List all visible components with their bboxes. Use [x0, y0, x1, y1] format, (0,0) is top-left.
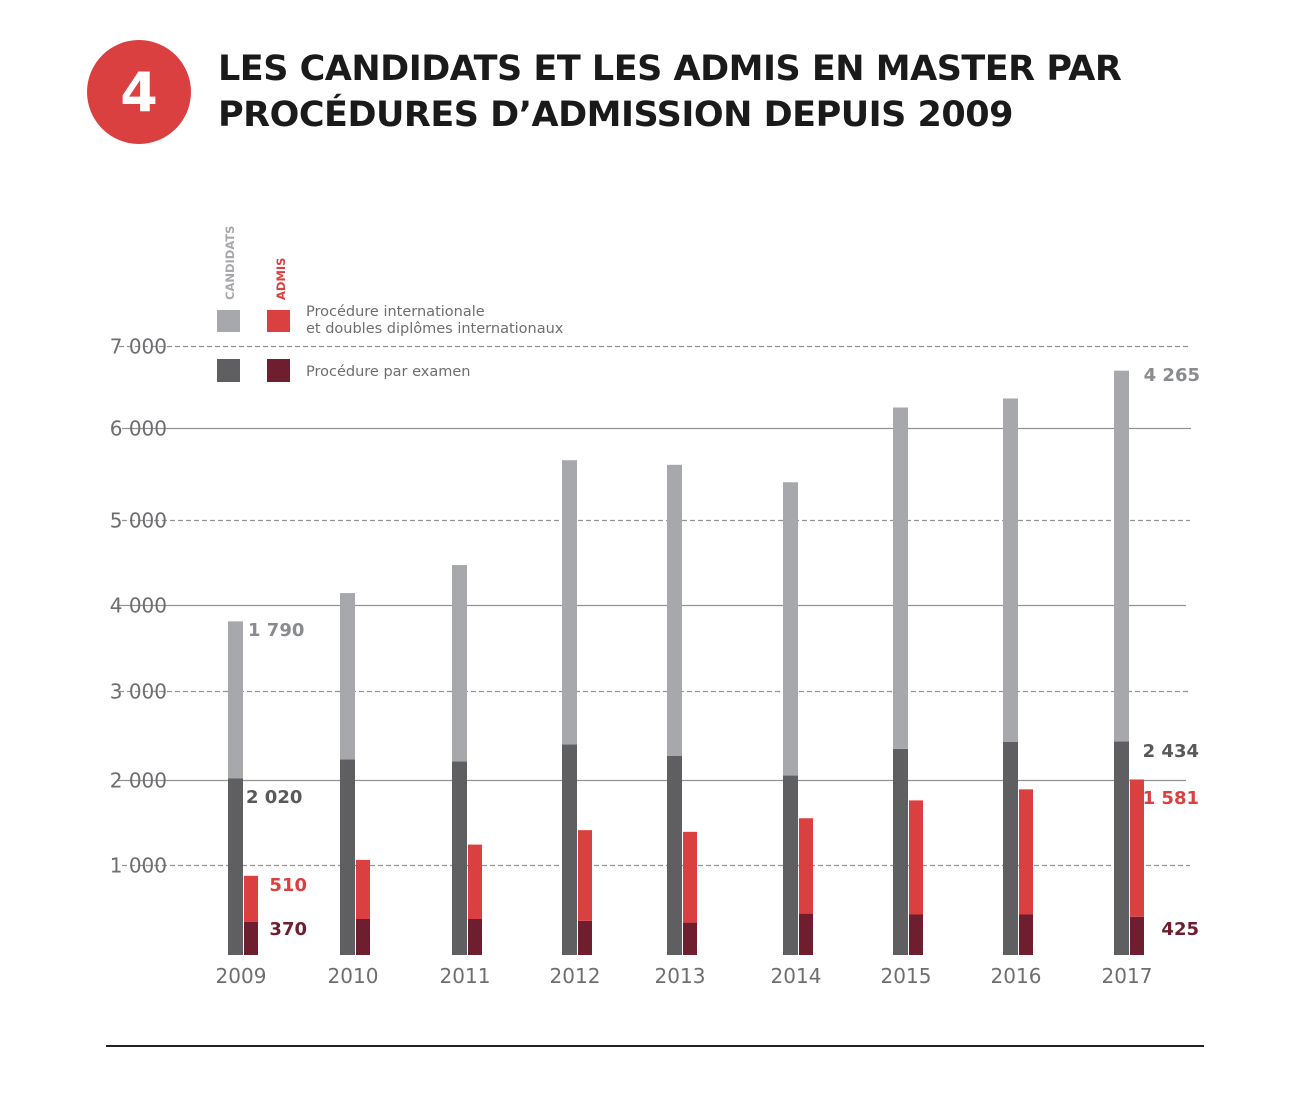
bar-admis-examen: [244, 921, 258, 955]
data-label: 2 020: [246, 787, 302, 808]
legend-swatch-candidats-examen: [217, 359, 240, 382]
bar-admis-international: [683, 831, 697, 923]
legend-label-international: Procédure internationale: [306, 304, 485, 320]
chart-number-badge: 4: [87, 40, 191, 144]
bar-candidats-examen: [452, 761, 467, 955]
bar-group-2015: [893, 407, 923, 955]
bar-group-2011: [452, 565, 482, 955]
bar-candidats-examen: [340, 759, 355, 955]
data-label: 2 434: [1143, 741, 1199, 762]
bar-admis-examen: [468, 919, 482, 955]
data-label: 510: [269, 875, 307, 896]
bar-admis-examen: [683, 922, 697, 955]
legend-label-examen: Procédure par examen: [306, 364, 471, 380]
bar-admis-examen: [1019, 914, 1033, 955]
footer-divider: [106, 1045, 1204, 1047]
bar-group-2016: [1003, 398, 1033, 955]
y-tick-label: 7 000: [110, 335, 167, 359]
x-tick-label: 2017: [1102, 964, 1153, 988]
y-tick-label: 1 000: [110, 854, 167, 878]
legend-group-candidats: CANDIDATS: [223, 226, 237, 300]
x-tick-label: 2016: [991, 964, 1042, 988]
y-tick-label: 3 000: [110, 680, 167, 704]
data-label: 425: [1161, 919, 1199, 940]
data-labels: 1 790 2 020 510 370 4 265 2 434 1 581 425: [246, 365, 1200, 940]
data-label: 1 581: [1143, 788, 1199, 809]
bar-admis-international: [356, 859, 370, 919]
bar-admis-international: [468, 844, 482, 919]
page-title: LES CANDIDATS ET LES ADMIS EN MASTER PAR…: [218, 46, 1218, 138]
bar-candidats-international: [893, 407, 908, 749]
bar-candidats-examen: [783, 775, 798, 955]
data-label: 4 265: [1144, 365, 1200, 386]
title-line-2: PROCÉDURES D’ADMISSION DEPUIS 2009: [218, 95, 1013, 135]
legend-group-admis: ADMIS: [274, 258, 288, 300]
x-tick-label: 2012: [550, 964, 601, 988]
bar-candidats-international: [783, 482, 798, 776]
bar-admis-international: [244, 875, 258, 922]
bar-group-2014: [783, 482, 813, 955]
y-tick-label: 6 000: [110, 417, 167, 441]
bar-group-2010: [340, 593, 370, 955]
y-tick-label: 2 000: [110, 769, 167, 793]
bars: [228, 370, 1144, 955]
bar-group-2009: [228, 621, 258, 955]
bar-group-2013: [667, 464, 697, 955]
bar-admis-examen: [909, 914, 923, 955]
chart-number: 4: [120, 60, 158, 124]
x-tick-label: 2015: [881, 964, 932, 988]
title-line-1: LES CANDIDATS ET LES ADMIS EN MASTER PAR: [218, 49, 1122, 89]
bar-candidats-international: [452, 565, 467, 762]
legend-swatch-candidats-international: [217, 310, 240, 332]
bar-candidats-examen: [667, 755, 682, 955]
data-label: 1 790: [248, 620, 304, 641]
bar-candidats-examen: [562, 744, 577, 955]
bar-group-2017: [1114, 370, 1144, 955]
x-axis-labels: 2009 2010 2011 2012 2013 2014 2015 2016 2017: [216, 964, 1153, 988]
bar-candidats-international: [667, 464, 682, 756]
legend-label-international-line2: et doubles diplômes internationaux: [306, 321, 564, 337]
y-tick-label: 4 000: [110, 594, 167, 618]
bar-admis-international: [1019, 789, 1033, 915]
legend-swatch-admis-examen: [267, 359, 290, 382]
bar-admis-international: [909, 800, 923, 915]
x-tick-label: 2013: [655, 964, 706, 988]
legend-swatch-admis-international: [267, 310, 290, 332]
x-tick-label: 2011: [440, 964, 491, 988]
bar-admis-international: [578, 830, 592, 921]
bar-admis-examen: [578, 920, 592, 955]
bar-admis-international: [1130, 779, 1144, 917]
bar-group-2012: [562, 460, 592, 955]
x-tick-label: 2009: [216, 964, 267, 988]
bar-candidats-international: [228, 621, 243, 779]
bar-admis-examen: [799, 913, 813, 955]
y-axis-ticks: 1 000 2 000 3 000 4 000 5 000 6 000 7 000: [110, 335, 167, 878]
data-label: 370: [269, 919, 307, 940]
bar-candidats-examen: [893, 748, 908, 955]
bar-candidats-international: [1003, 398, 1018, 742]
x-tick-label: 2010: [328, 964, 379, 988]
y-tick-label: 5 000: [110, 509, 167, 533]
x-tick-label: 2014: [771, 964, 822, 988]
bar-candidats-examen: [1003, 741, 1018, 955]
bar-candidats-international: [340, 593, 355, 760]
bar-candidats-examen: [228, 778, 243, 955]
bar-admis-examen: [1130, 916, 1144, 955]
bar-candidats-examen: [1114, 741, 1129, 955]
bar-candidats-international: [562, 460, 577, 745]
bar-admis-international: [799, 818, 813, 914]
bar-candidats-international: [1114, 370, 1129, 742]
legend: CANDIDATS ADMIS Procédure internationale…: [217, 226, 564, 382]
bar-admis-examen: [356, 919, 370, 955]
